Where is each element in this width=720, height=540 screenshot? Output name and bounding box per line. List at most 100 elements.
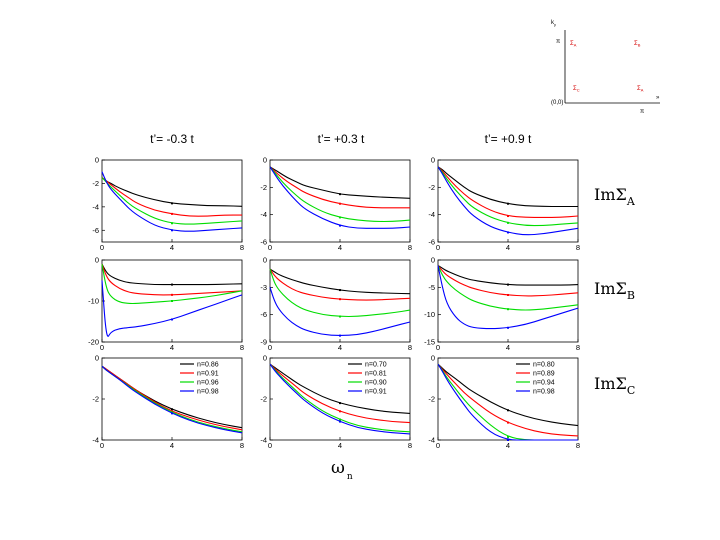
x-tick-label: 4 <box>170 343 174 352</box>
series-marker <box>507 326 509 329</box>
y-tick-label: -5 <box>428 283 435 292</box>
y-tick-label: -3 <box>260 283 267 292</box>
y-tick-label: 0 <box>263 256 267 265</box>
series-line-blue <box>437 363 578 441</box>
inset-origin-label: (0,0) <box>551 100 563 106</box>
y-tick-label: -2 <box>260 395 267 404</box>
legend-entry: n=0.81 <box>365 371 387 378</box>
series-marker <box>507 215 509 218</box>
series-marker <box>507 231 509 234</box>
series-line-black <box>101 365 243 429</box>
x-tick-label: 0 <box>268 243 272 252</box>
x-tick-label: 0 <box>436 243 440 252</box>
panel-a-2: 0 4 8 0 -2 -4 -6 <box>428 156 580 253</box>
y-tick-label: -4 <box>428 210 435 219</box>
series-marker <box>339 224 341 227</box>
panel-b-1: 0 4 8 0 -3 -6 -9 <box>260 256 412 353</box>
x-tick-label: 8 <box>408 441 412 450</box>
series-line-red <box>437 166 579 218</box>
series-marker <box>507 439 509 441</box>
inset-arrow: » <box>656 95 660 101</box>
series-marker <box>339 410 341 413</box>
series-line-red <box>269 166 410 209</box>
series-line-black <box>269 268 411 295</box>
y-tick-label: 0 <box>431 156 435 165</box>
series-line-blue <box>101 280 243 337</box>
series-line-red <box>101 263 243 296</box>
inset-sigma-b: ΣB <box>634 41 641 48</box>
series-marker <box>171 212 173 215</box>
column-title-0: t’= -0.3 t <box>150 132 194 146</box>
series-marker <box>171 408 173 411</box>
legend-entry: n=0.86 <box>197 362 219 369</box>
series-line-green <box>437 166 579 227</box>
y-tick-label: -4 <box>260 210 267 219</box>
panel-b-0: 0 4 8 0 -10 -20 <box>88 256 244 353</box>
inset-axis-label: ky <box>551 20 556 27</box>
inset-xtick-pi: π <box>640 109 644 115</box>
series-marker <box>339 289 341 292</box>
y-tick-label: -4 <box>92 202 99 211</box>
y-tick-label: 0 <box>263 354 267 363</box>
panel-b-2: 0 4 8 0 -5 -10 -15 <box>424 256 580 353</box>
series-line-blue <box>437 265 579 330</box>
series-line-black <box>101 263 243 286</box>
series-line-blue <box>269 363 411 435</box>
y-tick-label: -6 <box>260 238 267 247</box>
series-marker <box>339 420 341 423</box>
series-marker <box>507 421 509 424</box>
series-marker <box>507 409 509 412</box>
legend-entry: n=0.94 <box>533 380 555 387</box>
y-tick-label: -2 <box>428 183 435 192</box>
series-line-black <box>269 363 411 414</box>
x-tick-label: 4 <box>338 343 342 352</box>
series-line-blue <box>437 166 579 236</box>
inset-sigma-a-top: ΣA <box>570 41 577 48</box>
panel-a-1: 0 4 8 0 -2 -4 -6 <box>260 156 412 253</box>
series-line-green <box>101 264 243 305</box>
brillouin-inset: ky π (0,0) π » ΣA ΣB ΣC ΣA <box>551 20 660 115</box>
series-line-blue <box>269 166 411 229</box>
series-marker <box>507 221 509 224</box>
panel-c-2: 0 4 8 0 -2 -4 n=0.80 n=0.89 n=0.94 n=0.98 <box>428 354 580 451</box>
x-tick-label: 4 <box>506 243 510 252</box>
panel-frame <box>437 259 579 343</box>
y-tick-label: -10 <box>424 310 435 319</box>
inset-sigma-a-right: ΣA <box>637 86 644 93</box>
series-marker <box>507 435 509 438</box>
panel-a-0: 0 4 8 0 -2 -4 -6 <box>92 156 244 253</box>
legend-entry: n=0.89 <box>533 371 555 378</box>
series-marker <box>171 300 173 302</box>
x-tick-label: 0 <box>100 343 104 352</box>
series-marker <box>171 293 173 296</box>
column-title-1: t’= +0.3 t <box>318 132 365 146</box>
x-tick-label: 8 <box>576 441 580 450</box>
series-marker <box>171 412 173 415</box>
series-line-green <box>101 177 243 225</box>
series-marker <box>171 318 173 321</box>
series-line-blue <box>101 365 243 434</box>
y-tick-label: 0 <box>95 256 99 265</box>
series-line-black <box>437 166 578 208</box>
series-marker <box>171 202 173 205</box>
legend-entry: n=0.70 <box>365 362 387 369</box>
y-tick-label: 0 <box>263 156 267 165</box>
series-marker <box>339 193 341 196</box>
series-line-blue <box>101 171 243 232</box>
inset-sigma-c: ΣC <box>573 86 580 93</box>
x-tick-label: 4 <box>338 243 342 252</box>
x-tick-label: 8 <box>408 343 412 352</box>
series-line-red <box>437 265 579 297</box>
legend-entry: n=0.96 <box>197 380 219 387</box>
series-marker <box>507 202 509 205</box>
row-label-c: ImΣC <box>594 374 635 397</box>
panel-frame <box>269 357 411 441</box>
legend-entry: n=0.91 <box>197 371 219 378</box>
series-line-black <box>437 265 579 286</box>
series-marker <box>507 308 509 311</box>
series-marker <box>339 402 341 405</box>
legend-entry: n=0.98 <box>197 389 219 396</box>
panel-frame <box>437 159 579 243</box>
x-tick-label: 8 <box>576 243 580 252</box>
